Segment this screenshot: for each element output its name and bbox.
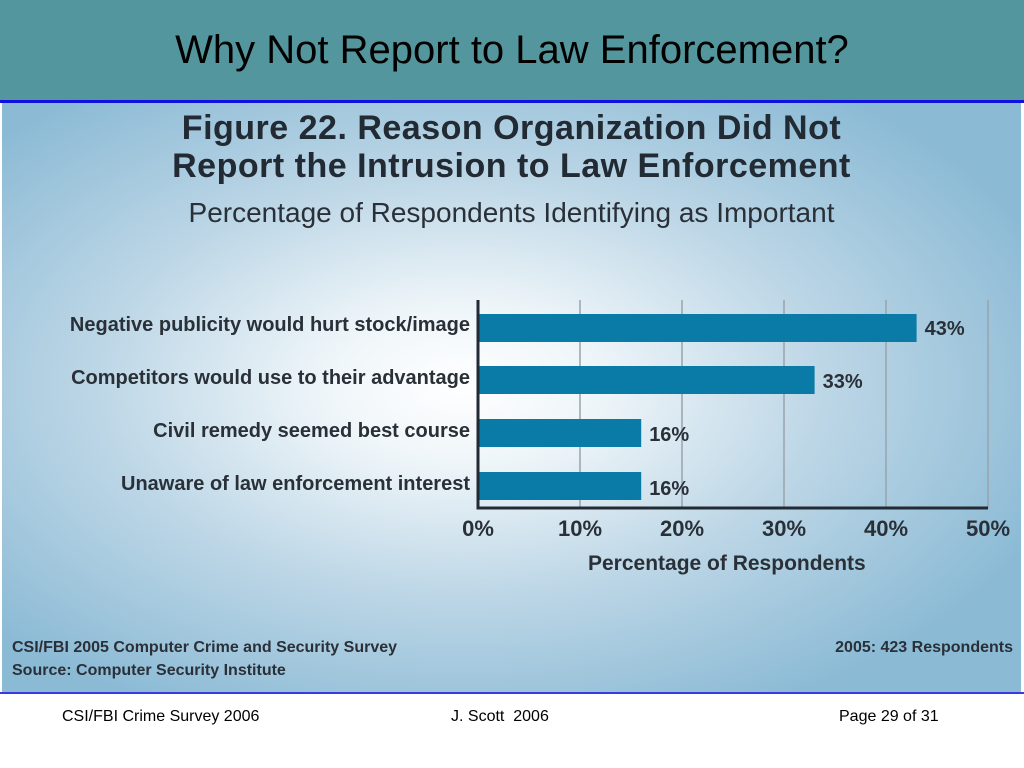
x-tick-label: 20% (659, 516, 705, 541)
figure-subtitle: Percentage of Respondents Identifying as… (188, 197, 835, 228)
x-tick-label: 30% (761, 516, 807, 541)
value-label: 16% (649, 478, 690, 500)
bar (478, 366, 815, 394)
respondent-count: 2005: 423 Respondents (835, 639, 1013, 656)
x-axis-title: Percentage of Respondents (588, 552, 866, 575)
category-label: Civil remedy seemed best course (153, 420, 470, 442)
value-label: 33% (822, 371, 863, 393)
category-label: Competitors would use to their advantage (71, 367, 470, 389)
footer-divider (0, 692, 1024, 694)
bar (478, 472, 642, 500)
source-line2: Source: Computer Security Institute (12, 662, 286, 679)
slide-title: Why Not Report to Law Enforcement? (175, 28, 849, 72)
x-tick-label: 0% (462, 516, 494, 541)
figure-title-line1: Figure 22. Reason Organization Did Not (181, 109, 842, 147)
bar (478, 314, 917, 342)
header-divider (0, 100, 1024, 103)
x-tick-label: 50% (965, 516, 1011, 541)
footer-author: J. Scott 2006 (451, 708, 549, 725)
bar (478, 419, 642, 447)
footer-survey-name: CSI/FBI Crime Survey 2006 (62, 708, 260, 725)
value-label: 16% (649, 424, 690, 446)
x-tick-label: 10% (557, 516, 603, 541)
value-label: 43% (924, 318, 965, 340)
figure-title-line2: Report the Intrusion to Law Enforcement (172, 147, 851, 185)
source-line1: CSI/FBI 2005 Computer Crime and Security… (12, 639, 398, 656)
x-tick-label: 40% (863, 516, 909, 541)
footer-page-number: Page 29 of 31 (839, 708, 939, 725)
slide-header: Why Not Report to Law Enforcement? (0, 0, 1024, 100)
bar-chart (476, 300, 989, 510)
figure-panel: Figure 22. Reason Organization Did Not R… (2, 103, 1021, 692)
category-label: Negative publicity would hurt stock/imag… (69, 314, 470, 336)
category-label: Unaware of law enforcement interest (121, 473, 470, 495)
